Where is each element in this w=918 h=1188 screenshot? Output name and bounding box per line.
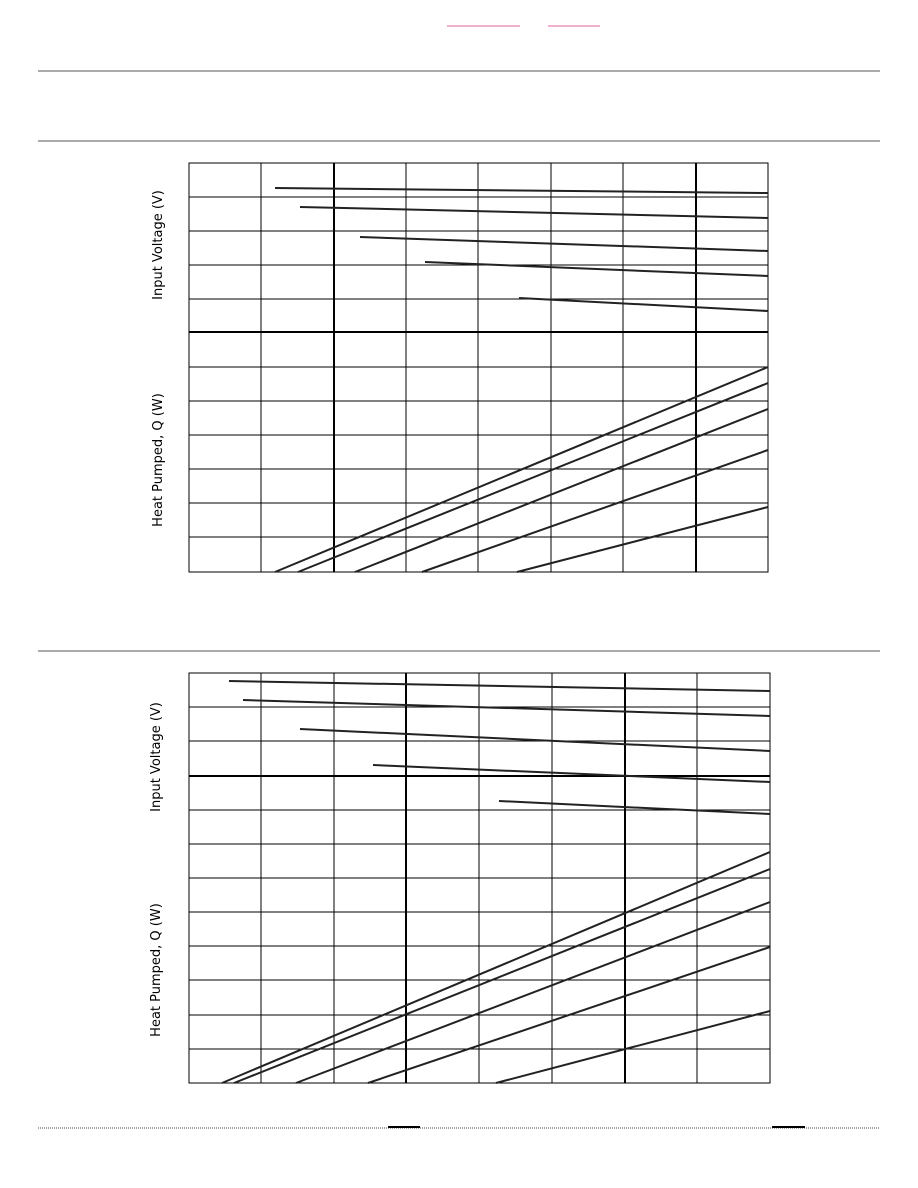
grid — [189, 673, 770, 1083]
curves — [274, 187, 769, 573]
axis-label: Heat Pumped, Q (W) — [149, 903, 164, 1037]
chart-2: Input Voltage (V) Heat Pumped, Q (W) — [149, 672, 771, 1084]
axis-label: Input Voltage (V) — [149, 702, 164, 812]
chart-1: Input Voltage (V) Heat Pumped, Q (W) — [151, 162, 769, 573]
grid — [189, 163, 768, 572]
axis-label: Input Voltage (V) — [151, 190, 166, 300]
axis-label: Heat Pumped, Q (W) — [151, 393, 166, 527]
curves — [221, 680, 771, 1084]
